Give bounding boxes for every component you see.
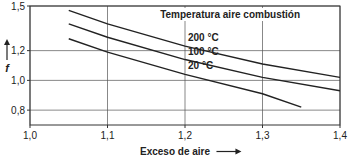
series-line [69,10,340,77]
y-arrow-head [4,39,10,45]
x-tick-label: 1,3 [256,130,270,141]
series-group [69,10,340,107]
y-axis-label: f [5,62,10,74]
series-line [69,24,340,91]
title-bg [157,8,303,21]
y-grid-line [30,50,340,51]
plot-frame [30,6,340,125]
x-arrow-head [235,149,241,155]
x-grid-line [185,6,186,125]
series-label: 20 °C [188,60,213,71]
series-label: 200 °C [188,32,219,43]
x-arrow [216,151,238,152]
grid [27,6,340,128]
x-axis-label: Exceso de aire [140,146,210,157]
y-tick-label: 1,2 [11,45,25,56]
y-tick-label: 0,8 [11,105,25,116]
x-tick-label: 1,1 [101,130,115,141]
y-tick-label: 1,5 [11,1,25,12]
chart: 1,0 1,1 1,2 1,3 1,4 0,8 1,0 1,2 1,5 Temperatura a… [0,0,350,160]
y-tick-label: 1,0 [11,75,25,86]
x-tick-label: 1,2 [178,130,192,141]
series-label: 100 °C [188,46,219,57]
y-grid-line [30,80,340,81]
x-tick-label: 1,0 [23,130,37,141]
series-line [69,39,302,107]
x-tick-label: 1,4 [333,130,347,141]
title: Temperatura aire combustión [160,9,300,20]
x-grid-line [262,6,263,125]
y-grid-line [30,110,340,111]
